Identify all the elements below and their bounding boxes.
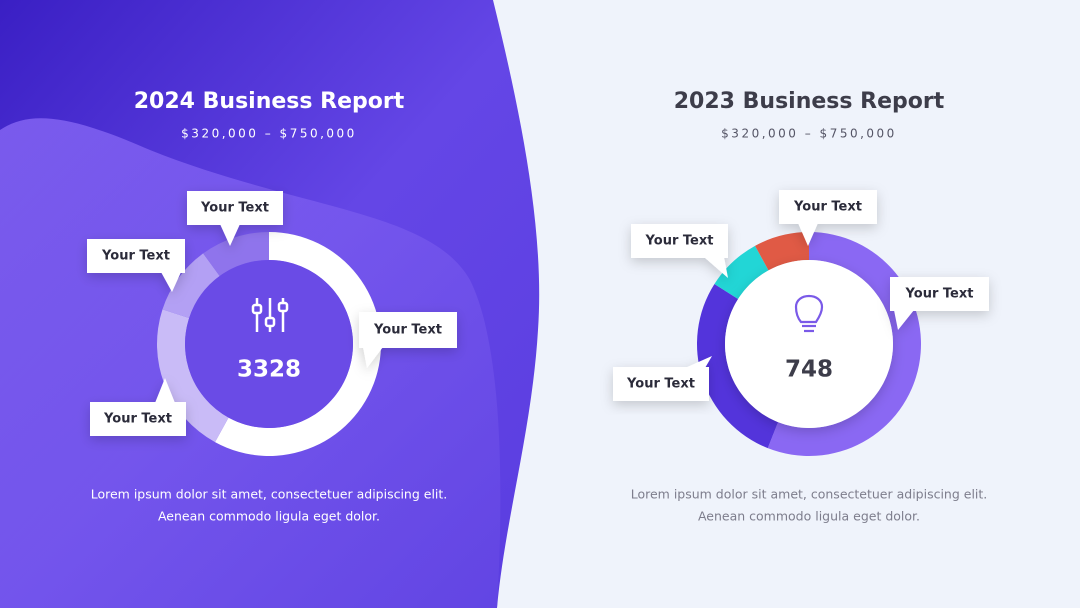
callout-label: Your Text (103, 412, 172, 427)
callout-box (631, 224, 728, 258)
donut-segment (215, 232, 381, 456)
donut-segment (203, 232, 269, 277)
bulb-icon (794, 294, 824, 333)
callout-label: Your Text (373, 323, 442, 338)
callout-box (613, 367, 709, 401)
callout-box (359, 312, 457, 348)
callout-tail (685, 356, 712, 368)
donut-segment (767, 232, 922, 457)
callout-box (187, 191, 283, 225)
callout (187, 191, 283, 246)
callout (890, 277, 989, 330)
donut-center (725, 260, 893, 428)
donut-segment (157, 309, 229, 443)
description: Aenean commodo ligula eget dolor. (158, 509, 380, 524)
callout (90, 378, 186, 436)
callout (87, 239, 185, 292)
callout-box (890, 277, 989, 311)
callout-label: Your Text (793, 200, 862, 215)
callout-label: Your Text (905, 287, 974, 302)
callout-label: Your Text (200, 201, 269, 216)
charts: 2024 Business Report $320,000 – $750,000 L… (87, 89, 989, 524)
center-value: 3328 (237, 357, 301, 383)
callout-box (87, 239, 185, 273)
callout-box (90, 402, 186, 436)
description: Lorem ipsum dolor sit amet, consectetuer… (631, 487, 988, 502)
description: Aenean commodo ligula eget dolor. (698, 509, 920, 524)
chart-title: 2023 Business Report (674, 89, 945, 114)
donut-segment (755, 232, 809, 271)
donut-center (185, 260, 353, 428)
chart-title: 2024 Business Report (134, 89, 405, 114)
callout-tail (155, 378, 175, 403)
callout-tail (161, 272, 181, 292)
callout (359, 312, 457, 368)
callout-box (779, 190, 877, 224)
callout (779, 190, 877, 246)
callout-label: Your Text (101, 249, 170, 264)
callout-tail (894, 310, 914, 330)
callout-tail (704, 257, 728, 278)
callout-tail (363, 347, 383, 368)
chart-subtitle: $320,000 – $750,000 (721, 127, 897, 141)
donut-segment (162, 253, 220, 319)
callout-label: Your Text (645, 234, 714, 249)
chart-subtitle: $320,000 – $750,000 (181, 127, 357, 141)
donut-segment (697, 283, 779, 449)
callout-tail (798, 223, 818, 246)
callout (631, 224, 728, 278)
donut-segment (714, 245, 769, 299)
callout-tail (220, 224, 240, 246)
description: Lorem ipsum dolor sit amet, consectetuer… (91, 487, 448, 502)
center-value: 748 (785, 357, 833, 383)
callout-label: Your Text (626, 377, 695, 392)
callout (613, 356, 712, 401)
sliders-icon (251, 298, 289, 332)
